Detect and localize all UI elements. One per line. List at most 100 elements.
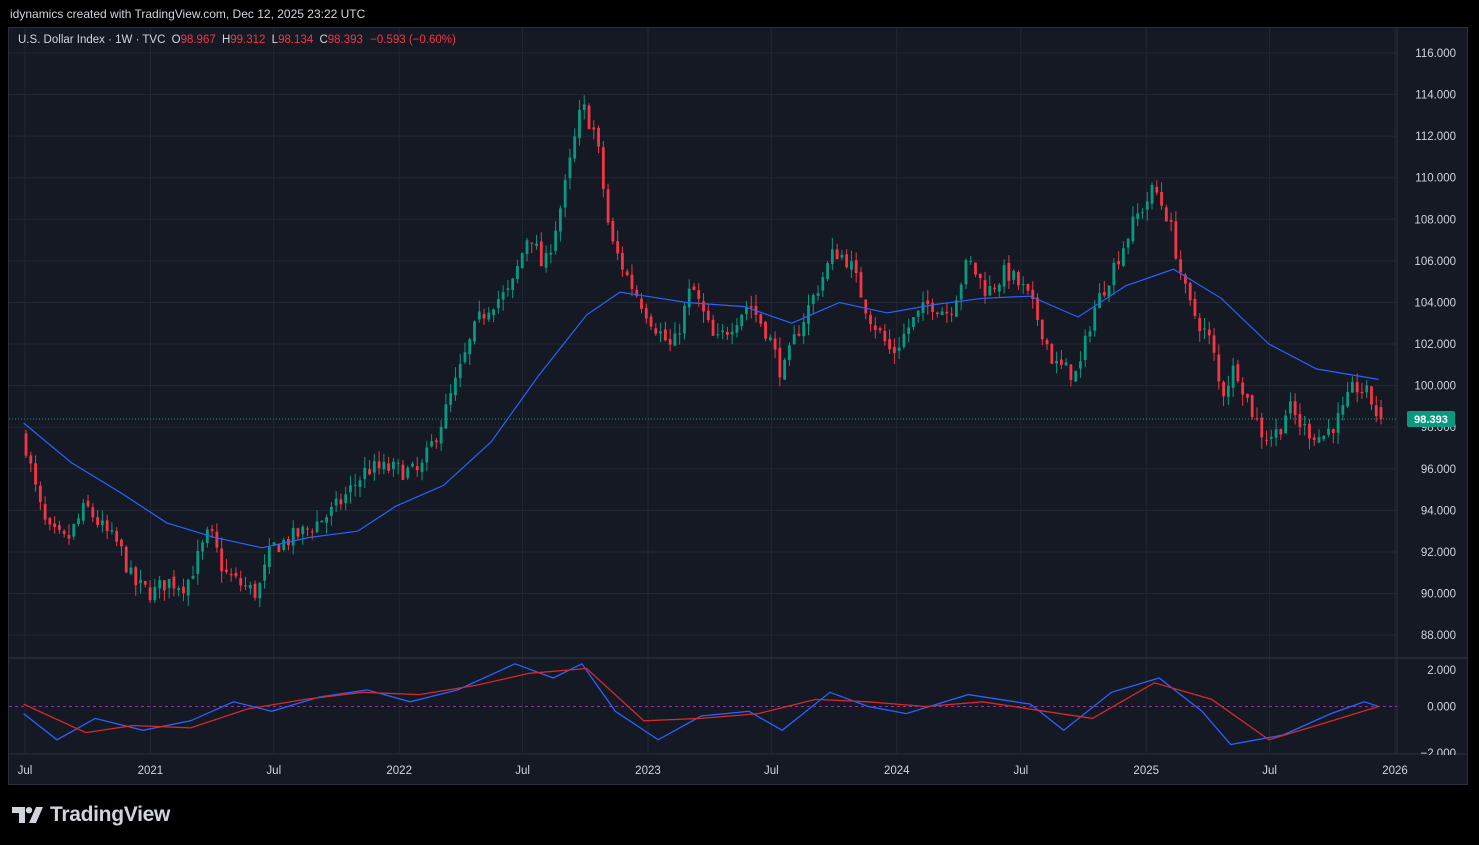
- candle-body: [520, 253, 524, 268]
- candle-body: [940, 311, 944, 316]
- candle-body: [1064, 362, 1068, 366]
- candle-body: [1174, 221, 1178, 259]
- ohlc-legend[interactable]: U.S. Dollar Index · 1W · TVC O98.967 H99…: [18, 34, 456, 46]
- candle-body: [983, 280, 987, 296]
- time-tick-label: Jul: [515, 765, 530, 777]
- candle-body: [244, 585, 247, 587]
- candle-body: [1379, 407, 1383, 420]
- time-tick-label: 2022: [386, 765, 412, 777]
- time-tick-label: Jul: [764, 765, 779, 777]
- candle-body: [1365, 385, 1369, 393]
- candle-body: [730, 331, 734, 335]
- candle-body: [1107, 285, 1111, 297]
- candle-body: [697, 290, 701, 299]
- candle-body: [363, 467, 367, 480]
- candle-body: [430, 441, 433, 447]
- candle-body: [1269, 436, 1273, 439]
- moving-average-line: [23, 268, 1379, 549]
- candle-body: [1293, 401, 1297, 416]
- candle-body: [296, 528, 300, 537]
- candle-body: [1336, 413, 1340, 433]
- candle-body: [449, 393, 453, 405]
- candle-body: [205, 529, 209, 543]
- candle-body: [830, 249, 834, 264]
- candle-body: [34, 463, 37, 485]
- moving-average-layer: [23, 268, 1379, 549]
- candle-body: [1203, 328, 1206, 330]
- candle-body: [253, 583, 257, 598]
- candle-body: [663, 329, 667, 341]
- candle-body: [325, 517, 329, 523]
- candle-body: [1226, 385, 1230, 398]
- candle-body: [945, 311, 949, 314]
- candle-body: [124, 546, 128, 573]
- legend-high-label: H: [221, 34, 231, 46]
- time-axis[interactable]: Jul 2021 Jul 2022 Jul 2023 Jul 2024 Jul 2025 Jul 20…: [9, 755, 1467, 784]
- legend-close-label: C: [319, 34, 328, 46]
- candle-body: [225, 569, 228, 573]
- candle-body: [229, 573, 233, 576]
- candle-body: [1255, 418, 1259, 420]
- candle-body: [988, 286, 992, 296]
- candle-body: [258, 582, 262, 599]
- candle-body: [554, 230, 558, 251]
- candle-body: [1260, 417, 1264, 438]
- candle-body: [768, 337, 772, 341]
- candle-body: [1284, 415, 1288, 434]
- candle-body: [434, 440, 438, 443]
- time-tick-label: 2021: [138, 765, 164, 777]
- candle-body: [783, 359, 787, 380]
- candle-body: [153, 586, 157, 601]
- candle-body: [1241, 382, 1245, 395]
- candle-body: [58, 525, 61, 530]
- candle-body: [931, 302, 934, 313]
- candle-body: [902, 333, 906, 347]
- candle-body: [625, 271, 629, 276]
- chart-frame[interactable]: 116.000 114.000 112.000 110.000 108.000 106.0…: [8, 27, 1468, 785]
- candle-body: [773, 338, 777, 350]
- candle-body: [859, 272, 863, 298]
- candle-body: [24, 433, 28, 456]
- candle-body: [516, 265, 519, 279]
- candle-body: [177, 588, 181, 590]
- candle-body: [301, 526, 305, 535]
- candle-body: [415, 466, 419, 471]
- tradingview-logo[interactable]: TradingView: [12, 803, 170, 827]
- candle-body: [759, 314, 763, 324]
- candle-body: [420, 462, 424, 473]
- candle-body: [950, 313, 954, 315]
- candle-body: [1198, 318, 1202, 332]
- candle-body: [468, 339, 472, 355]
- candle-body: [220, 548, 224, 572]
- candle-body: [1236, 364, 1240, 382]
- candle-body: [129, 567, 133, 574]
- candle-body: [339, 499, 343, 505]
- candle-body: [978, 273, 982, 279]
- candle-body: [959, 284, 963, 300]
- candle-body: [954, 300, 958, 317]
- candle-body: [1355, 381, 1359, 393]
- price-tick-label: 108.000: [1414, 214, 1456, 226]
- legend-symbol[interactable]: U.S. Dollar Index · 1W · TVC: [18, 34, 166, 46]
- candle-body: [735, 325, 739, 333]
- candle-body: [888, 339, 891, 350]
- time-tick-label: 2025: [1133, 765, 1159, 777]
- oscillator-tick-label: 0.000: [1427, 702, 1456, 714]
- candle-body: [997, 284, 1001, 292]
- time-tick-label: 2023: [635, 765, 661, 777]
- price-chart[interactable]: 116.000 114.000 112.000 110.000 108.000 106.0…: [9, 28, 1467, 784]
- candle-body: [134, 567, 138, 586]
- candle-body: [1021, 284, 1025, 286]
- candle-body: [506, 288, 510, 290]
- price-axis[interactable]: 116.000 114.000 112.000 110.000 108.000 106.0…: [1414, 48, 1456, 642]
- candle-body: [525, 240, 529, 254]
- candle-body: [344, 494, 348, 504]
- candle-body: [706, 310, 710, 321]
- candle-body: [539, 241, 543, 267]
- candle-body: [1250, 395, 1254, 418]
- candle-body: [110, 530, 114, 532]
- legend-open-label: O: [171, 34, 181, 46]
- candle-body: [1150, 184, 1154, 204]
- candle-body: [1093, 307, 1097, 331]
